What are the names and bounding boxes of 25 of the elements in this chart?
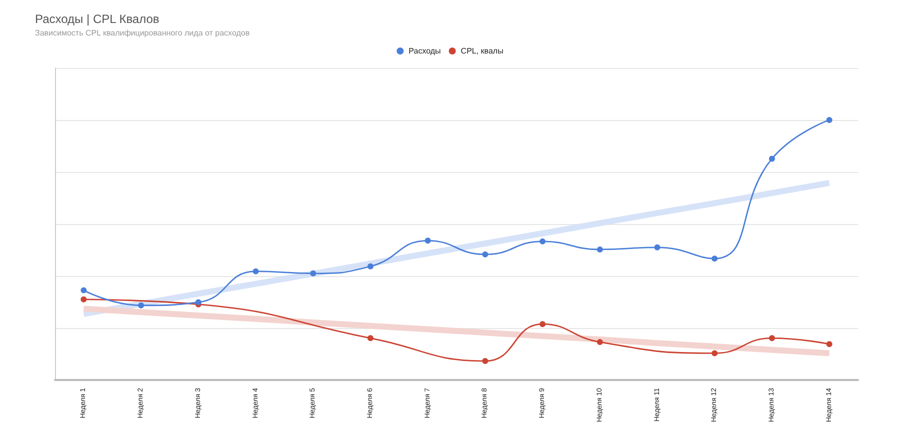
- legend-label: CPL, квалы: [460, 46, 504, 56]
- chart-subtitle: Зависимость CPL квалифицированного лида от расходов: [35, 28, 250, 38]
- point: [826, 117, 832, 123]
- point: [540, 321, 546, 328]
- point: [424, 238, 431, 244]
- point: [768, 156, 775, 162]
- point: [80, 287, 87, 294]
- point: [768, 335, 775, 342]
- point: [712, 350, 718, 356]
- point: [826, 341, 832, 348]
- point: [482, 251, 488, 258]
- point: [540, 238, 546, 244]
- point: [654, 244, 660, 250]
- point: [80, 296, 87, 302]
- point: [367, 263, 374, 270]
- point: [252, 268, 259, 274]
- chart-title: Расходы | CPL Квалов: [35, 12, 160, 26]
- legend-label: Расходы: [408, 46, 442, 56]
- point: [367, 335, 374, 342]
- point: [596, 246, 603, 252]
- point: [310, 270, 316, 276]
- point: [712, 256, 718, 262]
- point: [596, 339, 603, 346]
- point: [482, 358, 488, 364]
- point: [138, 302, 144, 308]
